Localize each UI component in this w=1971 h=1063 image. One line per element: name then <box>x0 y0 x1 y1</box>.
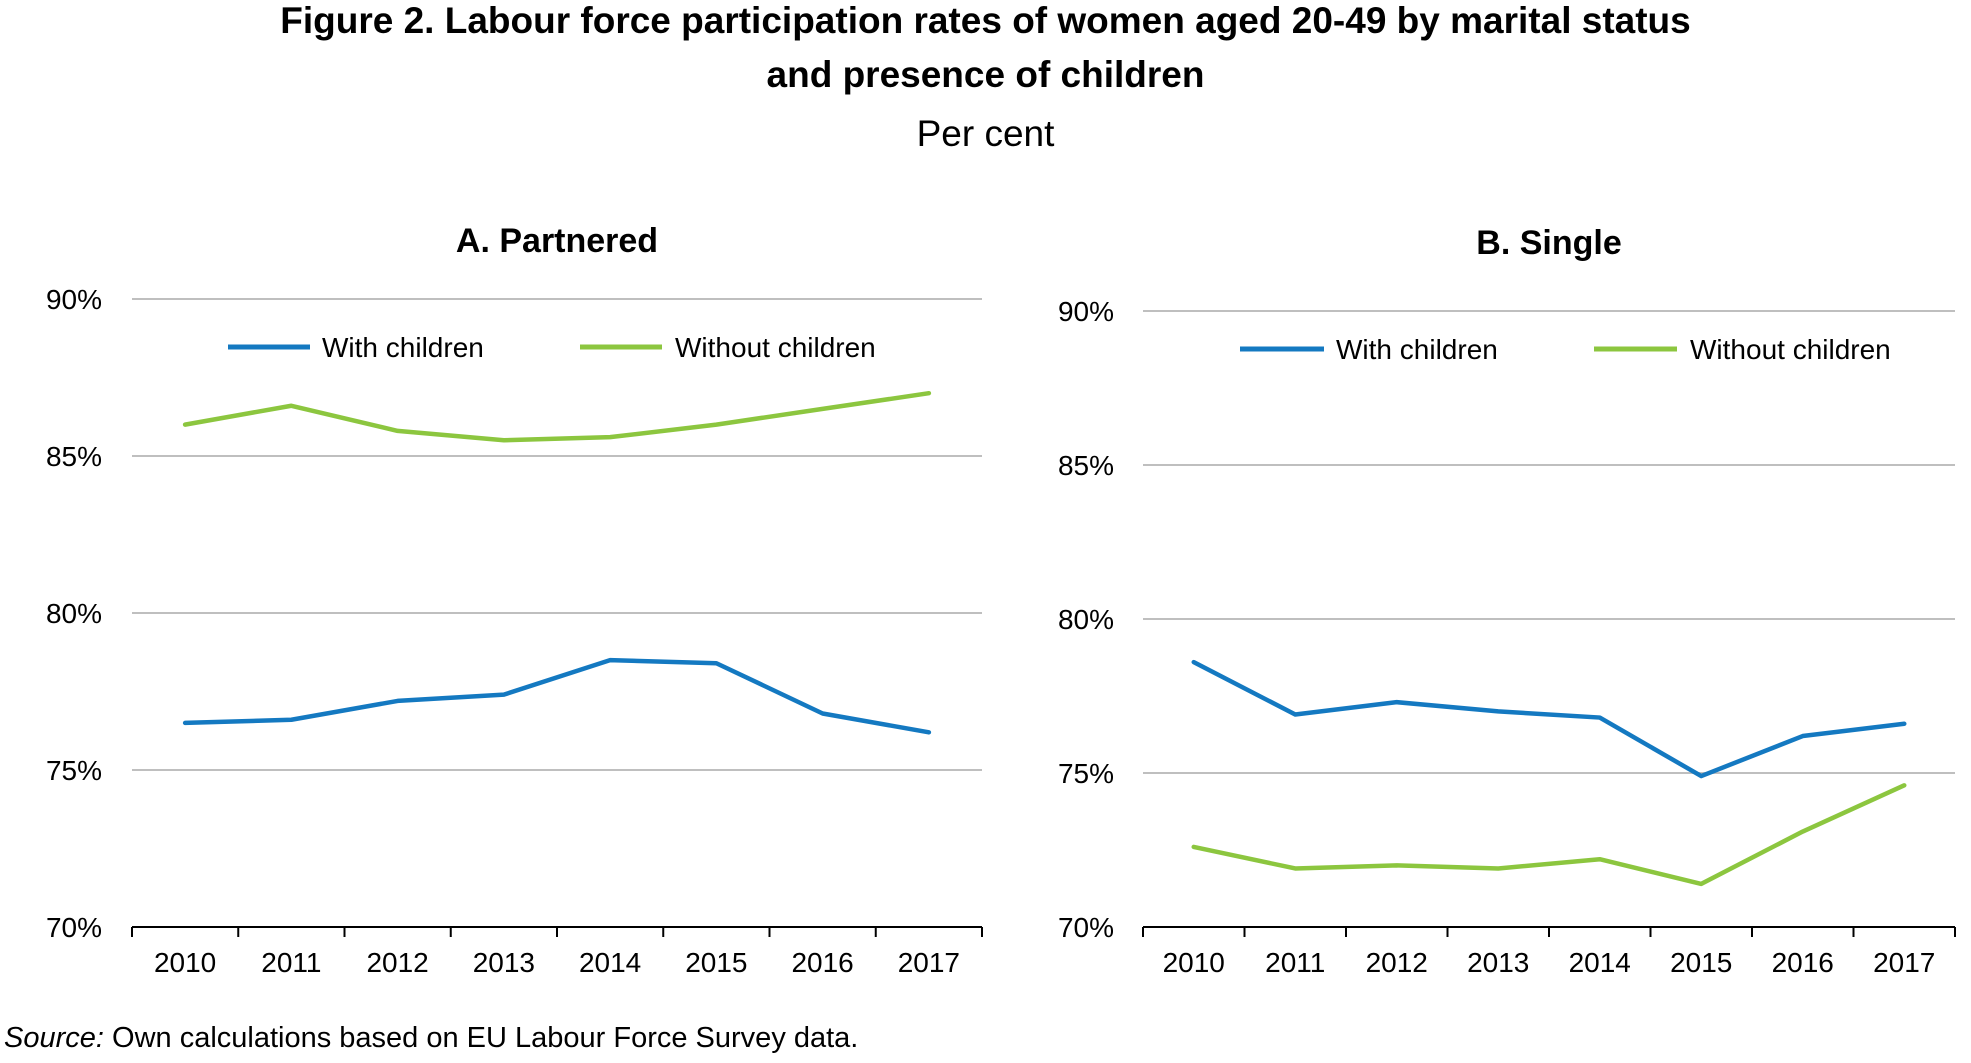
panel-b-x-tick-label: 2015 <box>1670 947 1732 978</box>
panel-b-y-tick-label: 80% <box>1058 604 1114 635</box>
panel-a-legend-label-with-children: With children <box>322 332 484 363</box>
panel-a-y-tick-label: 80% <box>46 598 102 629</box>
panel-a-legend-label-without-children: Without children <box>675 332 876 363</box>
panel-a-x-tick-label: 2017 <box>898 947 960 978</box>
panel-a-y-tick-label: 85% <box>46 441 102 472</box>
panel-b-series-with-children-line <box>1191 659 1907 779</box>
panel-b-series-without-children-line <box>1191 783 1907 887</box>
panel-b-y-tick-label: 90% <box>1058 296 1114 327</box>
source-note: Source: Own calculations based on EU Lab… <box>4 1024 858 1053</box>
panel-b-x-tick-label: 2016 <box>1772 947 1834 978</box>
panel-b-title: B. Single <box>1476 224 1621 262</box>
panel-b-y-tick-label: 75% <box>1058 758 1114 789</box>
panel-a-series-without-children-line <box>182 390 932 443</box>
source-text: Own calculations based on EU Labour Forc… <box>112 1022 859 1054</box>
panel-b-x-tick-label: 2010 <box>1163 947 1225 978</box>
panel-b-x-tick-label: 2012 <box>1366 947 1428 978</box>
panel-a-x-tick-label: 2016 <box>791 947 853 978</box>
panel-a-x-tick-label: 2015 <box>685 947 747 978</box>
panel-b-x-tick-label: 2011 <box>1265 947 1325 978</box>
figure-title-line-2: and presence of children <box>766 54 1205 95</box>
panel-a-x-tick-label: 2010 <box>154 947 216 978</box>
panel-a-y-tick-label: 75% <box>46 755 102 786</box>
panel-b-x-tick-label: 2013 <box>1467 947 1529 978</box>
panel-b-legend-label-without-children: Without children <box>1690 334 1891 365</box>
figure-subtitle: Per cent <box>916 113 1055 154</box>
panel-a-title: A. Partnered <box>456 222 658 260</box>
panel-b-legend-label-with-children: With children <box>1336 334 1498 365</box>
panel-b-x-tick-label: 2017 <box>1873 947 1935 978</box>
panel-a-series-with-children-line <box>182 657 932 735</box>
panel-a-x-tick-label: 2014 <box>579 947 641 978</box>
panel-a-x-tick-label: 2012 <box>366 947 428 978</box>
figure-title-line-1: Figure 2. Labour force participation rat… <box>280 0 1691 41</box>
panel-b-y-tick-label: 70% <box>1058 912 1114 943</box>
panel-a-x-tick-label: 2011 <box>261 947 321 978</box>
source-label: Source: <box>4 1022 104 1054</box>
panel-a-y-tick-label: 70% <box>46 912 102 943</box>
panel-a-x-tick-label: 2013 <box>473 947 535 978</box>
panel-b-x-tick-label: 2014 <box>1569 947 1631 978</box>
panel-b-y-tick-label: 85% <box>1058 450 1114 481</box>
panel-a-y-tick-label: 90% <box>46 284 102 315</box>
